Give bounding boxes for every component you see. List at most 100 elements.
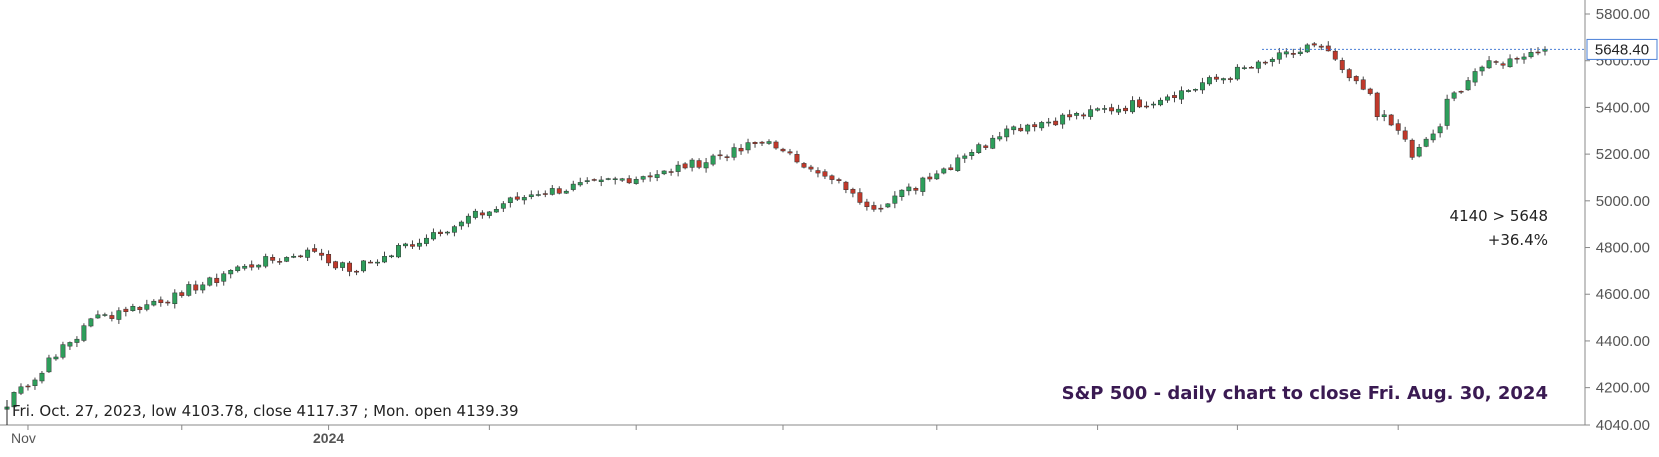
candle-body xyxy=(773,141,779,149)
candle-body xyxy=(451,226,457,233)
candle-body xyxy=(920,177,926,192)
candles-group xyxy=(4,41,1548,415)
candle-body xyxy=(479,212,485,216)
candle-body xyxy=(1297,51,1303,54)
candle-body xyxy=(410,244,415,247)
annotation-note: Fri. Oct. 27, 2023, low 4103.78, close 4… xyxy=(12,402,519,420)
candle-body xyxy=(81,325,87,341)
candle-body xyxy=(1213,76,1219,80)
candle-body xyxy=(1430,133,1436,141)
candle-body xyxy=(913,188,919,191)
candle-body xyxy=(675,164,681,172)
candle-body xyxy=(242,265,248,269)
chart-title: S&P 500 - daily chart to close Fri. Aug.… xyxy=(1062,383,1548,404)
candle-body xyxy=(1381,114,1387,118)
candle-body xyxy=(437,231,443,234)
candle-body xyxy=(570,183,576,190)
candle-body xyxy=(710,155,716,165)
candle-body xyxy=(382,256,387,263)
candle-body xyxy=(319,252,325,256)
candle-body xyxy=(67,342,73,347)
candle-body xyxy=(25,385,31,388)
candle-body xyxy=(144,304,150,310)
x-tick-label: 2024 xyxy=(313,430,344,446)
candle-body xyxy=(717,154,723,157)
candle-body xyxy=(1388,114,1394,126)
candle-body xyxy=(298,255,304,258)
candle-body xyxy=(850,188,856,194)
candle-body xyxy=(430,232,436,240)
candle-body xyxy=(514,196,520,200)
candle-body xyxy=(228,270,234,275)
candle-body xyxy=(326,254,332,264)
candle-body xyxy=(109,315,115,319)
candle-body xyxy=(927,176,933,180)
candle-body xyxy=(885,203,891,208)
y-tick-label: 5400.00 xyxy=(1596,99,1650,116)
candle-body xyxy=(1032,124,1038,128)
candle-body xyxy=(1262,61,1268,64)
candle-body xyxy=(584,180,590,182)
candle-body xyxy=(472,210,478,218)
candle-body xyxy=(619,178,625,181)
y-tick-label: 5000.00 xyxy=(1596,193,1650,210)
candle-body xyxy=(549,188,555,195)
candle-body xyxy=(1290,52,1296,55)
candle-body xyxy=(787,151,793,154)
candle-body xyxy=(843,181,849,190)
candle-body xyxy=(1493,61,1499,63)
candle-body xyxy=(1395,123,1401,131)
candle-body xyxy=(1011,126,1017,131)
candle-body xyxy=(829,175,835,180)
candle-body xyxy=(696,160,702,168)
candle-body xyxy=(1353,76,1359,82)
candle-body xyxy=(577,182,583,186)
candle-body xyxy=(955,157,961,171)
candle-body xyxy=(1451,92,1457,99)
candle-body xyxy=(130,306,136,311)
candle-body xyxy=(375,261,380,264)
candle-body xyxy=(1283,51,1289,55)
candle-body xyxy=(899,189,905,197)
candle-body xyxy=(444,231,450,234)
candle-body xyxy=(1465,80,1471,91)
candle-body xyxy=(1025,124,1031,132)
candle-body xyxy=(1081,114,1087,117)
candle-body xyxy=(1179,90,1184,100)
candle-body xyxy=(493,209,499,213)
candle-body xyxy=(724,156,730,158)
candle-body xyxy=(731,147,737,158)
y-tick-label: 4400.00 xyxy=(1596,333,1650,350)
candle-body xyxy=(389,255,394,258)
candle-body xyxy=(1255,61,1261,69)
candle-body xyxy=(1332,50,1338,60)
candle-body xyxy=(270,257,276,261)
candle-body xyxy=(1151,103,1156,106)
candle-body xyxy=(95,314,101,319)
candle-body xyxy=(633,178,639,184)
candle-body xyxy=(123,308,129,312)
candle-body xyxy=(542,193,548,195)
candle-body xyxy=(200,284,206,291)
candle-body xyxy=(794,154,800,163)
candle-body xyxy=(647,175,653,178)
candle-body xyxy=(948,167,954,170)
candle-body xyxy=(116,310,122,320)
candle-body xyxy=(32,379,38,386)
candle-body xyxy=(801,163,807,168)
candle-body xyxy=(1374,92,1380,117)
candle-body xyxy=(291,255,297,258)
candle-body xyxy=(1193,89,1198,91)
candle-body xyxy=(1004,128,1010,138)
candle-body xyxy=(1137,99,1142,108)
candle-body xyxy=(689,159,695,168)
candle-body xyxy=(990,137,996,149)
candle-body xyxy=(249,264,255,268)
candle-body xyxy=(1220,78,1226,81)
candle-body xyxy=(1542,49,1548,52)
candle-body xyxy=(864,201,870,208)
candle-body xyxy=(682,163,688,169)
candle-body xyxy=(1241,67,1247,69)
x-tick-label: Nov xyxy=(11,430,36,446)
